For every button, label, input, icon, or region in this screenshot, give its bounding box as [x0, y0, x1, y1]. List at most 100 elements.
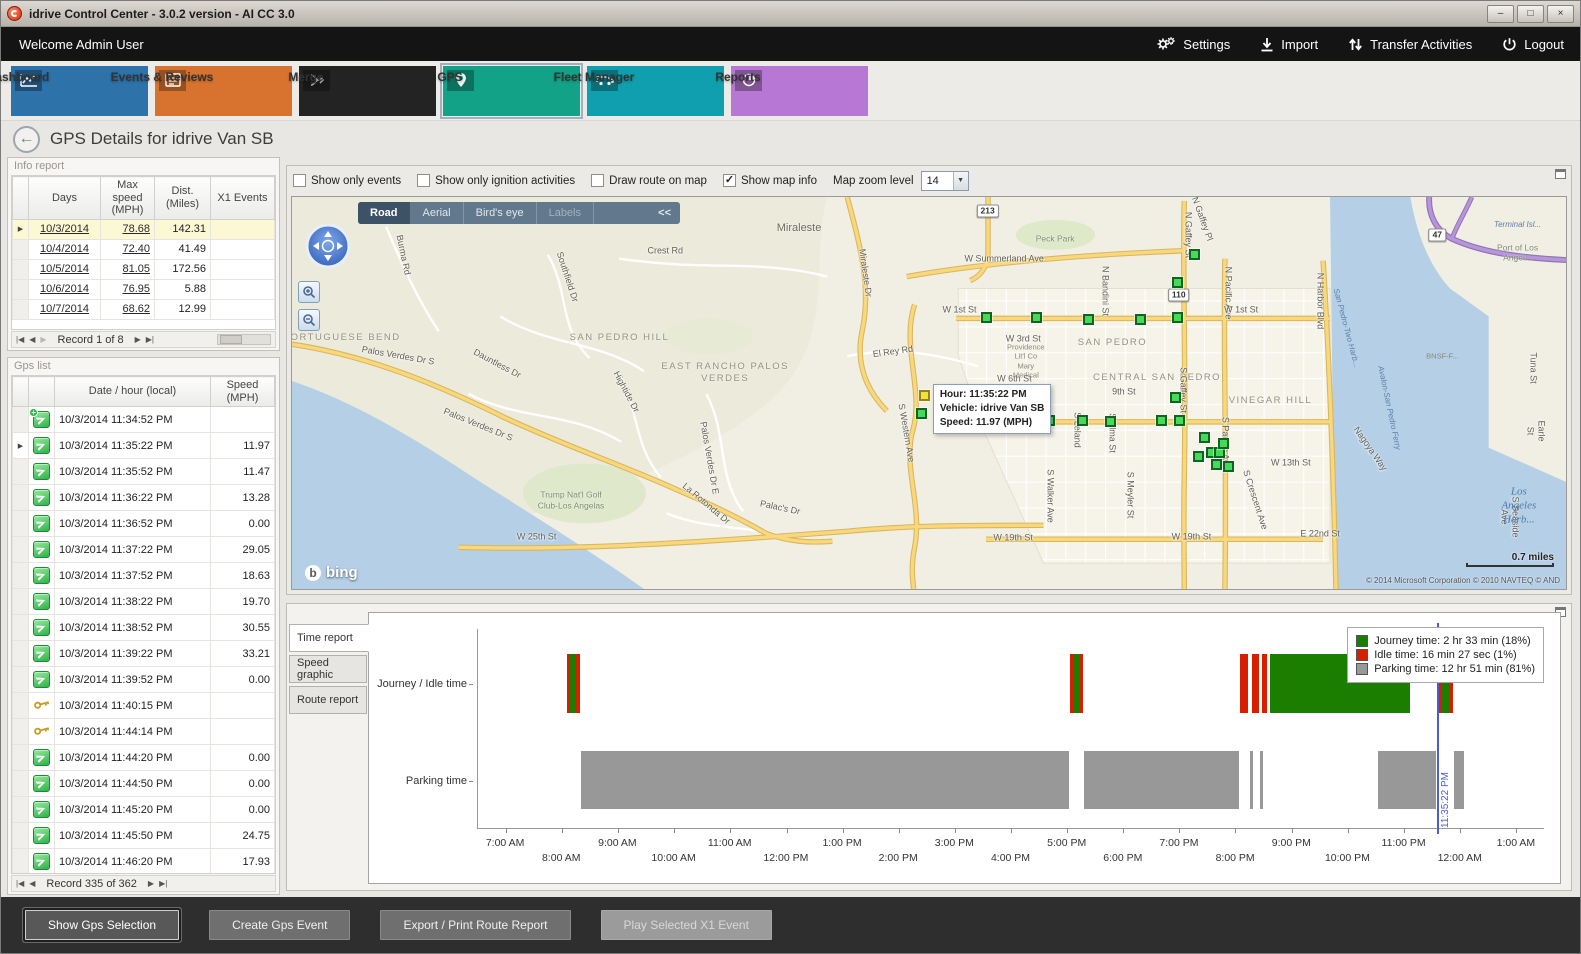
gps-list-row[interactable]: 10/3/2014 11:36:52 PM 0.00 [12, 510, 275, 538]
export-print-route-report-button[interactable]: Export / Print Route Report [380, 910, 571, 940]
gps-marker[interactable] [1173, 415, 1185, 427]
gps-list-row[interactable]: 10/3/2014 11:36:22 PM 13.28 [12, 484, 275, 512]
info-report-row[interactable]: 10/4/2014 72.40 41.49 [12, 238, 275, 260]
horizontal-scrollbar[interactable] [217, 334, 271, 345]
info-column-header[interactable]: Dist. (Miles) [154, 176, 211, 220]
max-speed-link[interactable]: 76.95 [122, 283, 150, 296]
import-button[interactable]: Import [1260, 37, 1318, 52]
prev-page-icon[interactable]: ◀ [29, 878, 36, 888]
gps-column-header[interactable]: Speed (MPH) [210, 376, 275, 408]
nav-tile-reports[interactable]: Reports [715, 65, 868, 116]
gps-list-row[interactable]: 10/3/2014 11:37:52 PM 18.63 [12, 562, 275, 590]
nav-tile-fleet[interactable]: Fleet Manager [554, 65, 724, 116]
gps-list-row[interactable]: 10/3/2014 11:38:52 PM 30.55 [12, 614, 275, 642]
gps-marker[interactable] [1031, 312, 1043, 324]
day-link[interactable]: 10/6/2014 [40, 283, 89, 296]
last-page-icon[interactable]: ▶| [145, 334, 154, 344]
gps-marker[interactable] [981, 312, 993, 324]
collapse-map-bar-button[interactable]: << [658, 207, 671, 219]
chart-tab-time-report[interactable]: Time report [289, 624, 369, 652]
checkbox-icon[interactable] [293, 174, 306, 187]
gps-list-row[interactable]: 10/3/2014 11:44:20 PM 0.00 [12, 744, 275, 772]
nav-tile-dashboard[interactable]: Dashboard [0, 65, 148, 116]
checkbox-icon[interactable] [417, 174, 431, 187]
minimize-button[interactable]: – [1487, 4, 1514, 23]
gps-marker[interactable] [1076, 415, 1088, 427]
info-report-row[interactable]: 10/7/2014 68.62 12.99 [12, 298, 275, 320]
gps-list-row[interactable]: 10/3/2014 11:35:52 PM 11.47 [12, 458, 275, 486]
gps-list-row[interactable]: 10/3/2014 11:39:52 PM 0.00 [12, 666, 275, 694]
chart-tab-route-report[interactable]: Route report [289, 686, 367, 714]
info-report-row[interactable]: 10/5/2014 81.05 172.56 [12, 258, 275, 280]
day-link[interactable]: 10/5/2014 [40, 263, 89, 276]
gps-list-row[interactable]: 10/3/2014 11:44:14 PM [12, 718, 275, 746]
checkbox-show-map-info[interactable]: ✓ Show map info [722, 174, 817, 187]
gps-list-row[interactable]: 10/3/2014 11:45:20 PM 0.00 [12, 796, 275, 824]
back-button[interactable]: ← [13, 125, 40, 153]
gps-list-row[interactable]: 10/3/2014 11:38:22 PM 19.70 [12, 588, 275, 616]
selected-gps-marker[interactable] [918, 389, 930, 401]
gps-marker[interactable] [1135, 313, 1147, 325]
info-column-header[interactable]: Max speed (MPH) [100, 176, 155, 220]
nav-tile-gps[interactable]: GPS [437, 62, 583, 119]
checkbox-draw-route-on-map[interactable]: Draw route on map [591, 174, 707, 187]
close-button[interactable]: × [1547, 4, 1574, 23]
gps-list-row[interactable]: 10/3/2014 11:46:20 PM 17.93 [12, 848, 275, 873]
gps-column-header[interactable]: Date / hour (local) [54, 376, 211, 408]
zoom-in-button[interactable] [298, 281, 320, 303]
first-page-icon[interactable]: |◀ [16, 334, 25, 344]
zoom-out-button[interactable] [298, 309, 320, 331]
map-style-tab-bird-s-eye[interactable]: Bird's eye [464, 202, 537, 224]
gps-marker[interactable] [1155, 415, 1167, 427]
gps-marker[interactable] [1210, 458, 1222, 470]
gps-marker[interactable] [1223, 460, 1235, 472]
gps-marker[interactable] [1188, 248, 1200, 260]
gps-list-row[interactable]: 10/3/2014 11:45:50 PM 24.75 [12, 822, 275, 850]
map-style-tab-road[interactable]: Road [358, 202, 411, 224]
max-speed-link[interactable]: 68.62 [122, 303, 150, 316]
transfer-button[interactable]: Transfer Activities [1348, 37, 1472, 52]
prev-step-icon[interactable]: ▶ [40, 334, 47, 344]
gps-list-row[interactable]: 10/3/2014 11:37:22 PM 29.05 [12, 536, 275, 564]
gps-marker[interactable] [1172, 276, 1184, 288]
gps-marker[interactable] [1083, 313, 1095, 325]
first-page-icon[interactable]: |◀ [16, 878, 25, 888]
checkbox-icon[interactable] [591, 174, 605, 187]
maximize-panel-icon[interactable] [1555, 169, 1566, 179]
nav-tile-merge[interactable]: Merge [288, 65, 436, 116]
checkbox-show-only-ignition-activities[interactable]: Show only ignition activities [417, 174, 575, 187]
map[interactable]: Miraleste Peck Park W Summerland Ave Crest … [291, 196, 1567, 590]
gps-list-row[interactable]: ▶ 10/3/2014 11:35:22 PM 11.97 [12, 432, 275, 460]
create-gps-event-button[interactable]: Create Gps Event [209, 910, 351, 940]
settings-button[interactable]: Settings [1156, 36, 1230, 52]
max-speed-link[interactable]: 81.05 [122, 263, 150, 276]
day-link[interactable]: 10/4/2014 [40, 243, 89, 256]
map-style-tab-labels[interactable]: Labels [537, 202, 594, 224]
max-speed-link[interactable]: 78.68 [122, 223, 150, 236]
nav-tile-events[interactable]: Events & Reviews [111, 65, 292, 116]
gps-list-row[interactable]: 10/3/2014 11:39:22 PM 33.21 [12, 640, 275, 668]
gps-marker[interactable] [1218, 437, 1230, 449]
next-page-icon[interactable]: ▶ [134, 334, 141, 344]
gps-marker[interactable] [1104, 415, 1116, 427]
day-link[interactable]: 10/7/2014 [40, 303, 89, 316]
scrollbar-thumb[interactable] [220, 335, 242, 344]
gps-marker[interactable] [1192, 450, 1204, 462]
chart-tab-speed-graphic[interactable]: Speed graphic [289, 655, 367, 683]
gps-marker[interactable] [916, 407, 928, 419]
show-gps-selection-button[interactable]: Show Gps Selection [25, 910, 180, 940]
max-speed-link[interactable]: 72.40 [122, 243, 150, 256]
next-page-icon[interactable]: ▶ [147, 878, 155, 888]
last-page-icon[interactable]: ▶| [159, 878, 168, 888]
prev-page-icon[interactable]: ◀ [29, 334, 36, 344]
info-column-header[interactable]: X1 Events [210, 176, 275, 220]
map-style-tab-aerial[interactable]: Aerial [411, 202, 464, 224]
maximize-button[interactable]: □ [1517, 4, 1544, 23]
info-column-header[interactable]: Days [28, 176, 101, 220]
day-link[interactable]: 10/3/2014 [40, 223, 89, 236]
gps-marker[interactable] [1172, 312, 1184, 324]
gps-list-row[interactable]: 10/3/2014 11:40:15 PM [12, 692, 275, 720]
gps-marker[interactable] [1169, 391, 1181, 403]
checkbox-checked-icon[interactable]: ✓ [722, 174, 736, 187]
info-report-row[interactable]: 10/6/2014 76.95 5.88 [12, 278, 275, 300]
